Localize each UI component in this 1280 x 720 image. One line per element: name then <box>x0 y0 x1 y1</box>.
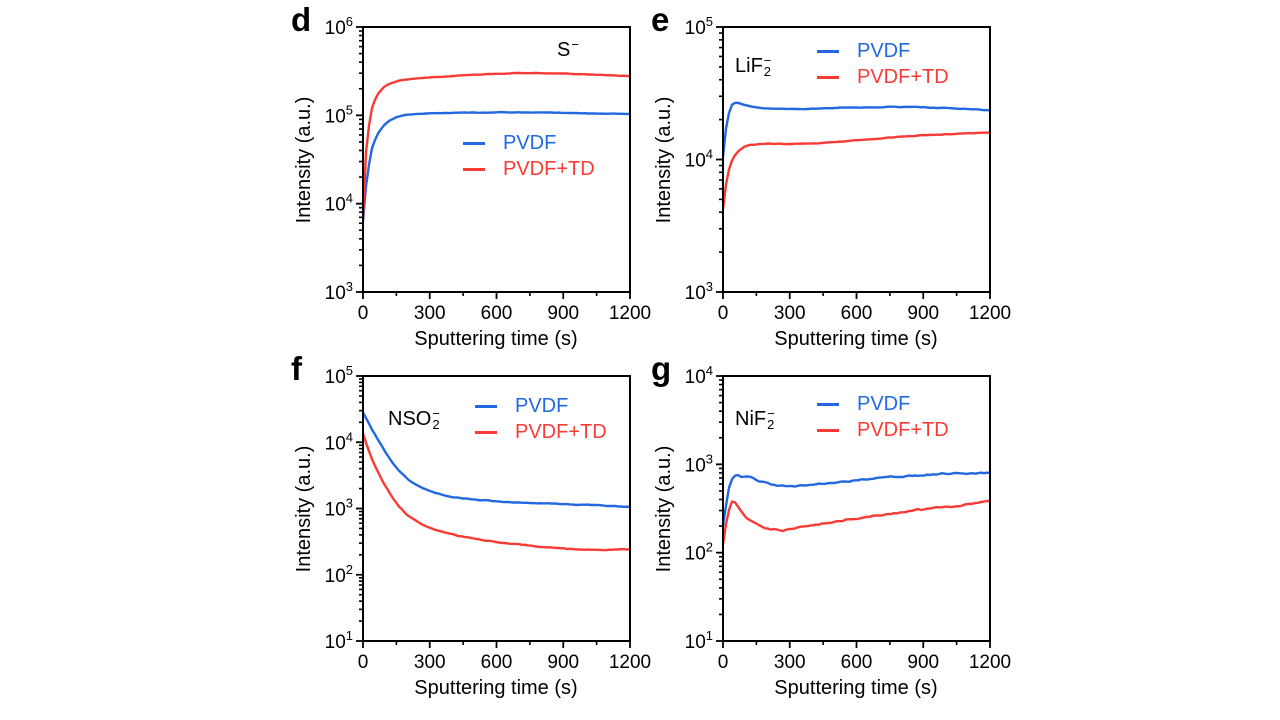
legend-swatch-pvdf-td <box>463 167 485 171</box>
svg-text:101: 101 <box>685 628 713 653</box>
legend-label-pvdf: PVDF <box>503 132 557 154</box>
legend-label-pvdf: PVDF <box>515 395 569 417</box>
legend-item-pvdf: PVDF <box>463 132 595 154</box>
svg-text:900: 900 <box>547 652 579 673</box>
svg-text:0: 0 <box>358 303 369 324</box>
legend-item-pvdf: PVDF <box>475 395 607 417</box>
legend-label-pvdf-td: PVDF+TD <box>515 421 607 443</box>
svg-text:900: 900 <box>907 303 939 324</box>
species-label-g: NiF −2 <box>735 407 775 431</box>
svg-text:103: 103 <box>325 496 353 521</box>
svg-text:1200: 1200 <box>969 303 1011 324</box>
x-axis-title: Sputtering time (s) <box>774 677 938 699</box>
plot-area-g: 101 102 103 104 0 300 600 900 1200 <box>685 363 1012 673</box>
legend-label-pvdf: PVDF <box>857 40 911 62</box>
legend-e: PVDF PVDF+TD <box>817 40 949 88</box>
species-subsup: −2 <box>767 406 775 432</box>
legend-item-pvdf: PVDF <box>817 40 949 62</box>
svg-text:101: 101 <box>325 628 353 653</box>
panel-e: e Intensity (a.u.) 103 104 105 0 300 600 900 12… <box>645 0 1040 360</box>
svg-text:103: 103 <box>685 451 713 476</box>
svg-text:900: 900 <box>907 652 939 673</box>
legend-label-pvdf-td: PVDF+TD <box>857 66 949 88</box>
svg-text:103: 103 <box>325 279 353 304</box>
x-axis-title: Sputtering time (s) <box>774 328 938 350</box>
species-subsup: −2 <box>763 53 772 79</box>
panel-letter-f: f <box>291 350 302 387</box>
panel-letter-g: g <box>651 350 672 387</box>
svg-text:0: 0 <box>718 652 729 673</box>
species-base: NiF <box>735 408 767 430</box>
plot-area-d: 103 104 105 106 0 300 600 900 1200 <box>325 14 652 324</box>
svg-text:0: 0 <box>358 652 369 673</box>
svg-text:1200: 1200 <box>969 652 1011 673</box>
svg-text:600: 600 <box>481 303 513 324</box>
panel-f: f Intensity (a.u.) 101 102 103 104 105 0 300 60… <box>285 349 680 709</box>
legend-item-pvdf: PVDF <box>817 393 949 415</box>
legend-swatch-pvdf <box>817 402 839 406</box>
legend-item-pvdf-td: PVDF+TD <box>475 421 607 443</box>
legend-d: PVDF PVDF+TD <box>463 132 595 180</box>
legend-swatch-pvdf <box>463 141 485 145</box>
svg-text:300: 300 <box>774 303 806 324</box>
panel-letter-d: d <box>291 1 312 38</box>
svg-text:600: 600 <box>481 652 513 673</box>
panel-g: g Intensity (a.u.) 101 102 103 104 0 300 600 90… <box>645 349 1040 709</box>
svg-text:102: 102 <box>325 562 353 587</box>
species-base: LiF <box>735 55 763 77</box>
svg-text:105: 105 <box>685 14 713 39</box>
legend-swatch-pvdf-td <box>817 75 839 79</box>
species-label-e: LiF −2 <box>735 54 771 78</box>
svg-text:900: 900 <box>547 303 579 324</box>
legend-swatch-pvdf-td <box>817 428 839 432</box>
legend-swatch-pvdf <box>475 404 497 408</box>
svg-text:600: 600 <box>841 303 873 324</box>
plot-area-f: 101 102 103 104 105 0 300 600 900 1200 <box>325 363 652 673</box>
legend-item-pvdf-td: PVDF+TD <box>817 66 949 88</box>
svg-text:104: 104 <box>685 147 713 172</box>
plot-area-e: 103 104 105 0 300 600 900 1200 <box>685 14 1012 324</box>
legend-g: PVDF PVDF+TD <box>817 393 949 441</box>
svg-text:105: 105 <box>325 102 353 127</box>
species-label-d: S − <box>557 38 579 62</box>
legend-item-pvdf-td: PVDF+TD <box>817 419 949 441</box>
svg-text:106: 106 <box>325 14 353 39</box>
legend-item-pvdf-td: PVDF+TD <box>463 158 595 180</box>
svg-text:0: 0 <box>718 303 729 324</box>
svg-text:103: 103 <box>685 279 713 304</box>
svg-text:104: 104 <box>325 191 353 216</box>
svg-text:104: 104 <box>685 363 713 388</box>
legend-swatch-pvdf <box>817 49 839 53</box>
species-base: S <box>557 39 571 61</box>
panel-letter-e: e <box>651 1 670 38</box>
species-base: NSO <box>388 408 432 430</box>
legend-swatch-pvdf-td <box>475 430 497 434</box>
svg-text:600: 600 <box>841 652 873 673</box>
svg-text:105: 105 <box>325 363 353 388</box>
svg-text:104: 104 <box>325 429 353 454</box>
x-axis-title: Sputtering time (s) <box>414 328 578 350</box>
svg-text:300: 300 <box>774 652 806 673</box>
svg-text:1200: 1200 <box>609 303 651 324</box>
svg-text:1200: 1200 <box>609 652 651 673</box>
legend-label-pvdf: PVDF <box>857 393 911 415</box>
legend-label-pvdf-td: PVDF+TD <box>503 158 595 180</box>
svg-text:300: 300 <box>414 303 446 324</box>
species-subsup: −2 <box>432 406 440 432</box>
panel-d: d Intensity (a.u.) 103 104 105 106 0 300 600 90… <box>285 0 680 360</box>
x-axis-title: Sputtering time (s) <box>414 677 578 699</box>
species-subsup: − <box>571 37 579 52</box>
species-label-f: NSO −2 <box>388 407 440 431</box>
svg-text:102: 102 <box>685 540 713 565</box>
legend-label-pvdf-td: PVDF+TD <box>857 419 949 441</box>
legend-f: PVDF PVDF+TD <box>475 395 607 443</box>
svg-text:300: 300 <box>414 652 446 673</box>
